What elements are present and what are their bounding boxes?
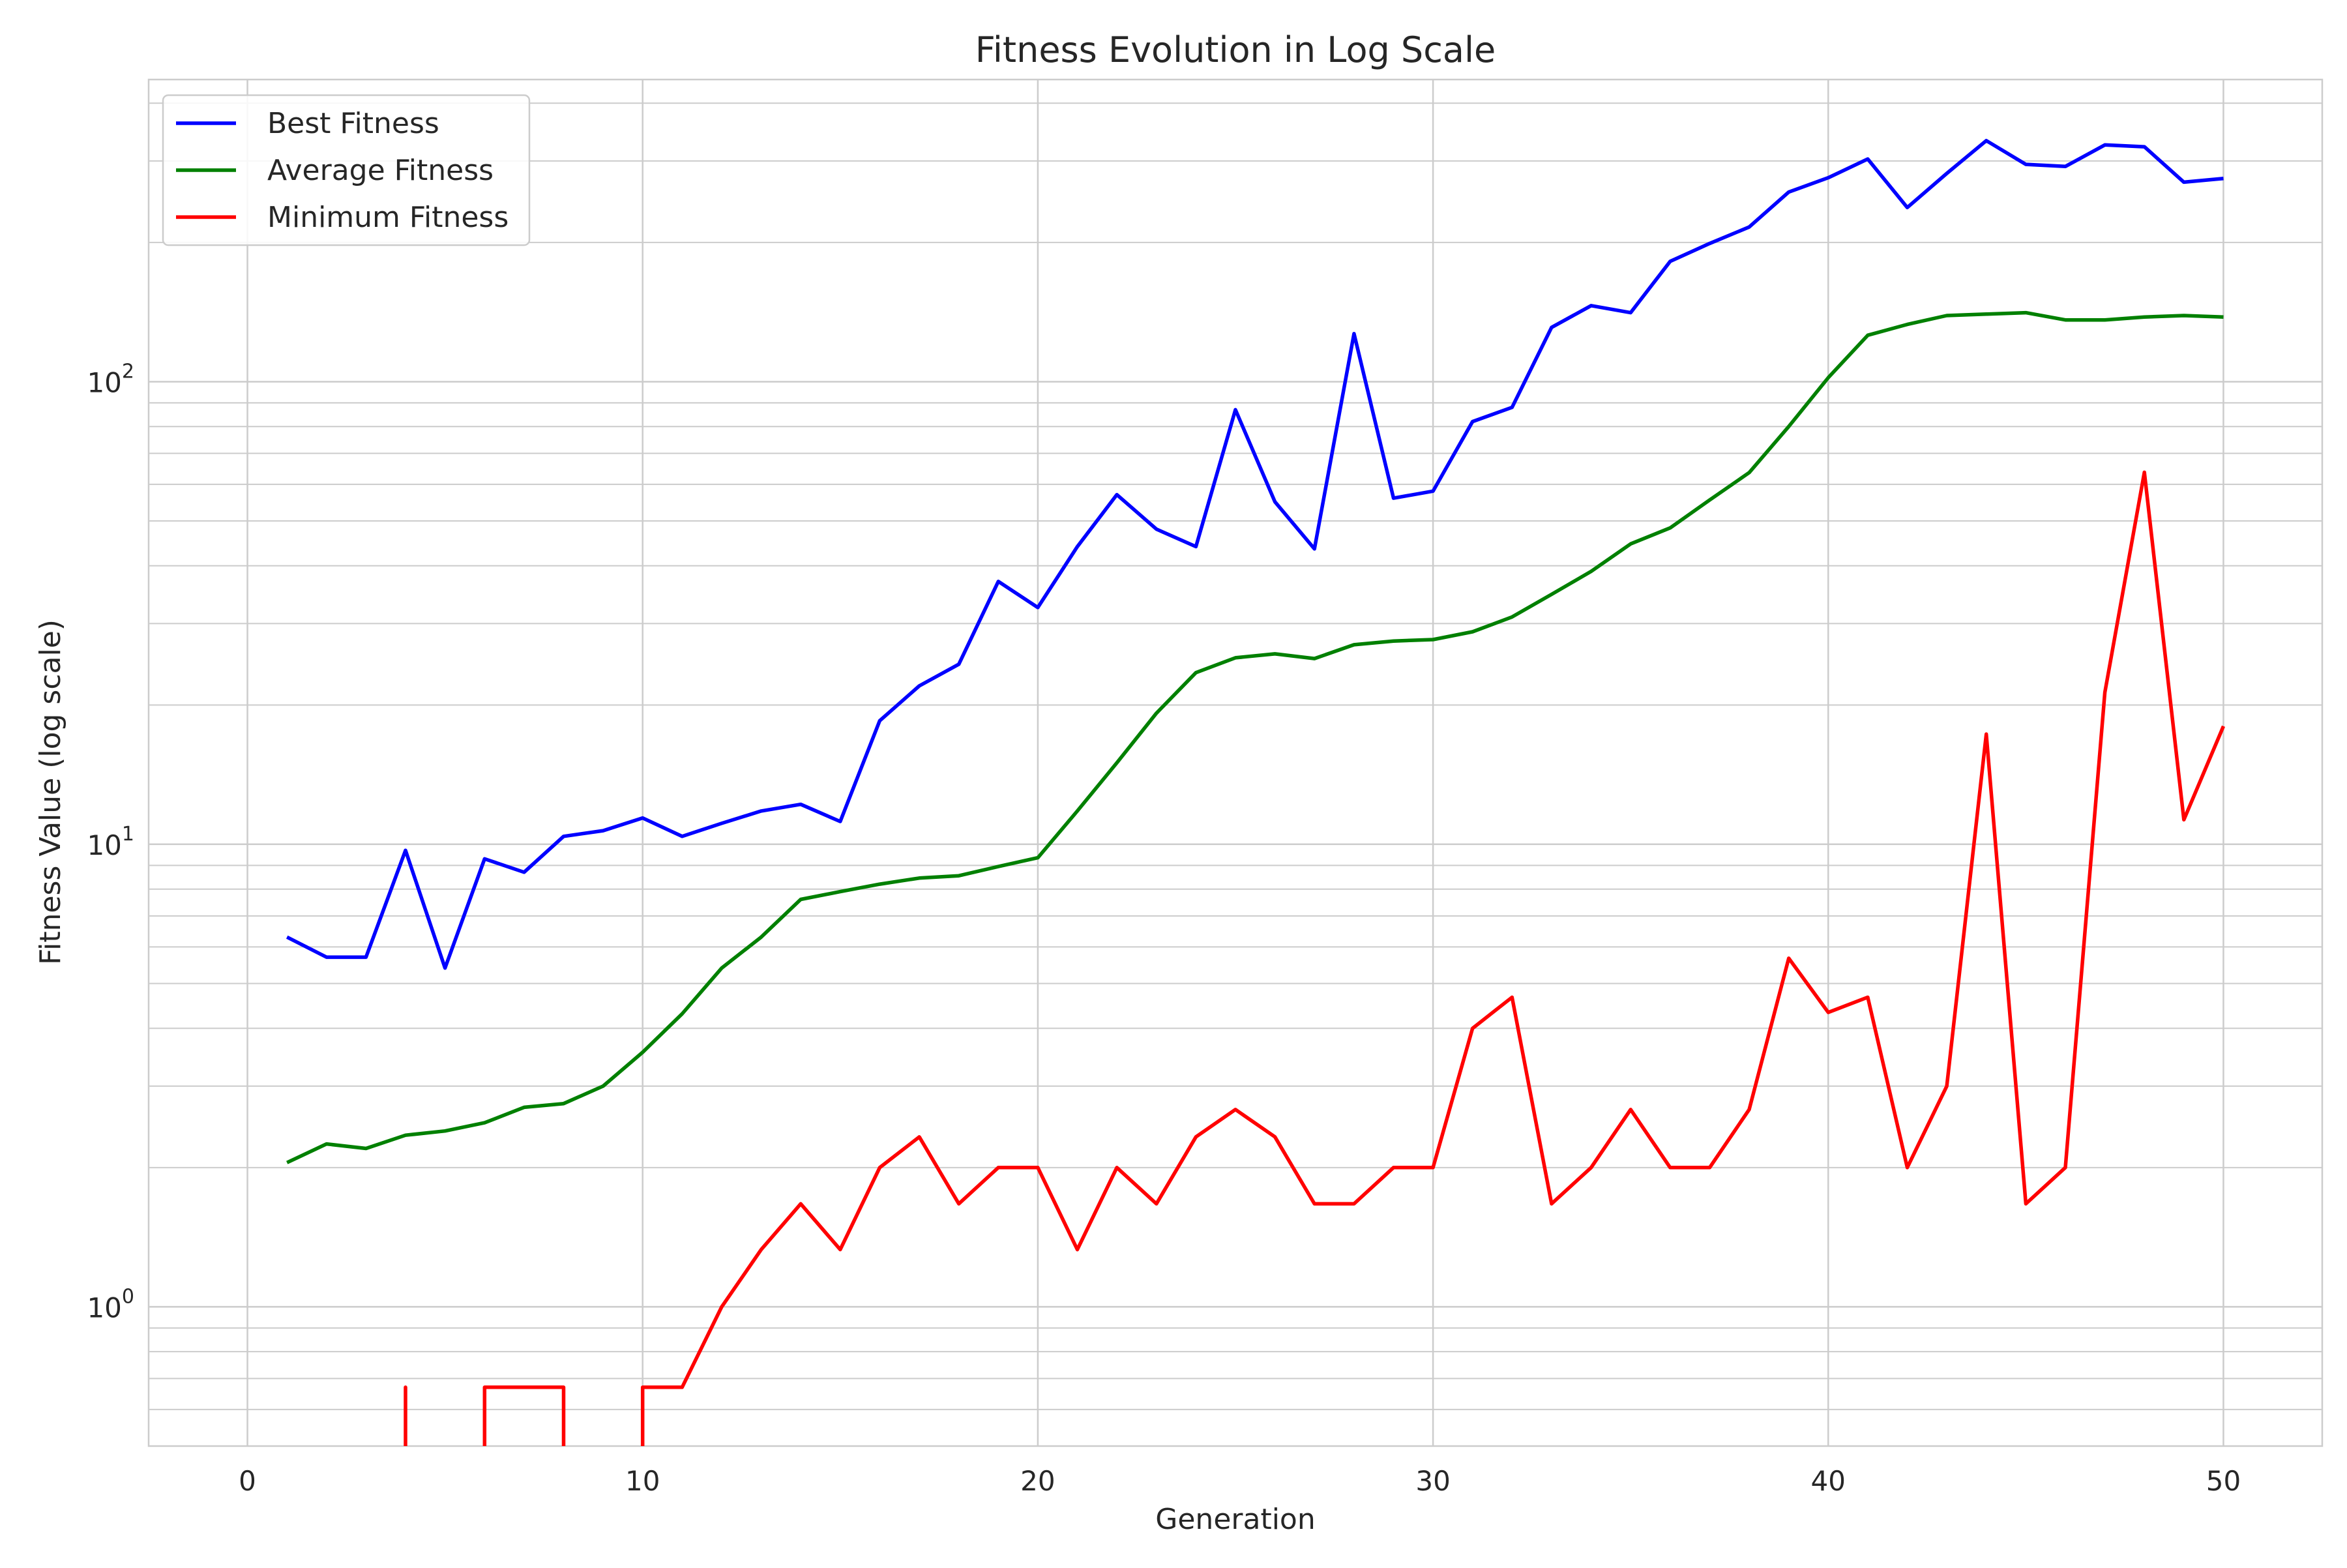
plot-frame (147, 78, 2324, 1447)
grid-layer (149, 80, 2322, 1447)
chart-title: Fitness Evolution in Log Scale (975, 29, 1496, 70)
x-tick-label: 40 (1811, 1465, 1846, 1497)
legend-box (162, 94, 531, 246)
legend-label-minimum-fitness: Minimum Fitness (267, 201, 509, 234)
x-axis-label: Generation (1155, 1503, 1315, 1536)
x-tick-label: 30 (1415, 1465, 1450, 1497)
series-layer (286, 138, 2226, 1446)
x-tick-label: 10 (625, 1465, 660, 1497)
legend-label-best-fitness: Best Fitness (267, 107, 439, 140)
minimum-fitness-series-line (404, 470, 2226, 1446)
tick-layer: 0 10 20 30 40 50 100 101 102 (87, 360, 2241, 1497)
y-tick-label: 100 (87, 1285, 134, 1324)
y-axis-label: Fitness Value (log scale) (34, 619, 67, 965)
x-tick-label: 50 (2206, 1465, 2241, 1497)
best-fitness-series-line (286, 138, 2224, 970)
legend-label-average-fitness: Average Fitness (267, 154, 494, 187)
x-tick-label: 20 (1020, 1465, 1055, 1497)
x-tick-label: 0 (239, 1465, 256, 1497)
y-tick-label: 101 (87, 823, 134, 861)
y-tick-label: 102 (87, 360, 134, 398)
average-fitness-series-line (286, 310, 2224, 1164)
legend: Best Fitness Average Fitness Minimum Fitne… (162, 94, 531, 246)
